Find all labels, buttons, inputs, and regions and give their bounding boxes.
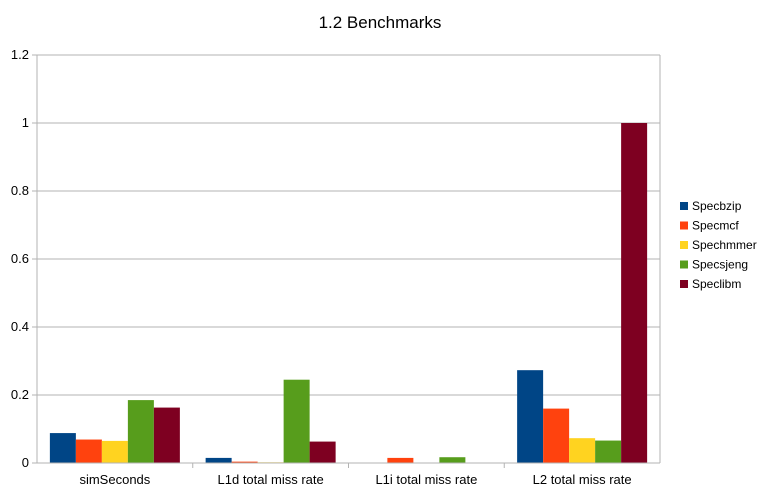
legend-label: Speclibm [692, 277, 741, 291]
legend-swatch [680, 280, 688, 288]
bar [621, 123, 648, 463]
x-tick-label: L1i total miss rate [375, 472, 477, 487]
axes [32, 54, 661, 468]
y-tick-label: 0.4 [11, 319, 29, 334]
legend-swatch [680, 202, 688, 210]
bars [49, 123, 648, 463]
legend-swatch [680, 241, 688, 249]
bar [283, 379, 310, 463]
bar [543, 408, 570, 463]
x-tick-label: L2 total miss rate [533, 472, 632, 487]
y-tick-label: 0.8 [11, 183, 29, 198]
bar [569, 438, 596, 463]
legend-label: Spechmmer [692, 238, 757, 252]
legend-label: Specmcf [692, 219, 739, 233]
legend-swatch [680, 260, 688, 269]
x-tick-labels: simSeconds L1d total miss rate L1i total m… [79, 472, 631, 487]
bar [387, 457, 414, 463]
bar [439, 457, 466, 463]
legend-swatch [680, 221, 688, 230]
bar [49, 433, 76, 463]
bar [231, 461, 258, 463]
y-tick-label: 0 [22, 455, 29, 470]
y-tick-label: 0.6 [11, 251, 29, 266]
bar [205, 457, 232, 463]
bar [75, 439, 102, 463]
gridlines [37, 54, 660, 396]
x-tick-label: L1d total miss rate [218, 472, 324, 487]
bar [127, 400, 154, 463]
y-tick-label: 0.2 [11, 387, 29, 402]
bar [101, 440, 128, 463]
bar [517, 370, 544, 463]
legend-label: Specsjeng [692, 258, 748, 272]
chart-title: 1.2 Benchmarks [319, 13, 442, 32]
legend-label: Specbzip [692, 199, 742, 213]
x-tick-label: simSeconds [79, 472, 150, 487]
y-tick-label: 1 [22, 115, 29, 130]
bar [153, 407, 180, 463]
bar [309, 441, 336, 463]
bar [595, 440, 622, 463]
y-tick-labels: 0 0.2 0.4 0.6 0.8 1 1.2 [11, 47, 29, 470]
legend: Specbzip Specmcf Spechmmer Specsjeng Speclib… [680, 199, 757, 291]
y-tick-label: 1.2 [11, 47, 29, 62]
